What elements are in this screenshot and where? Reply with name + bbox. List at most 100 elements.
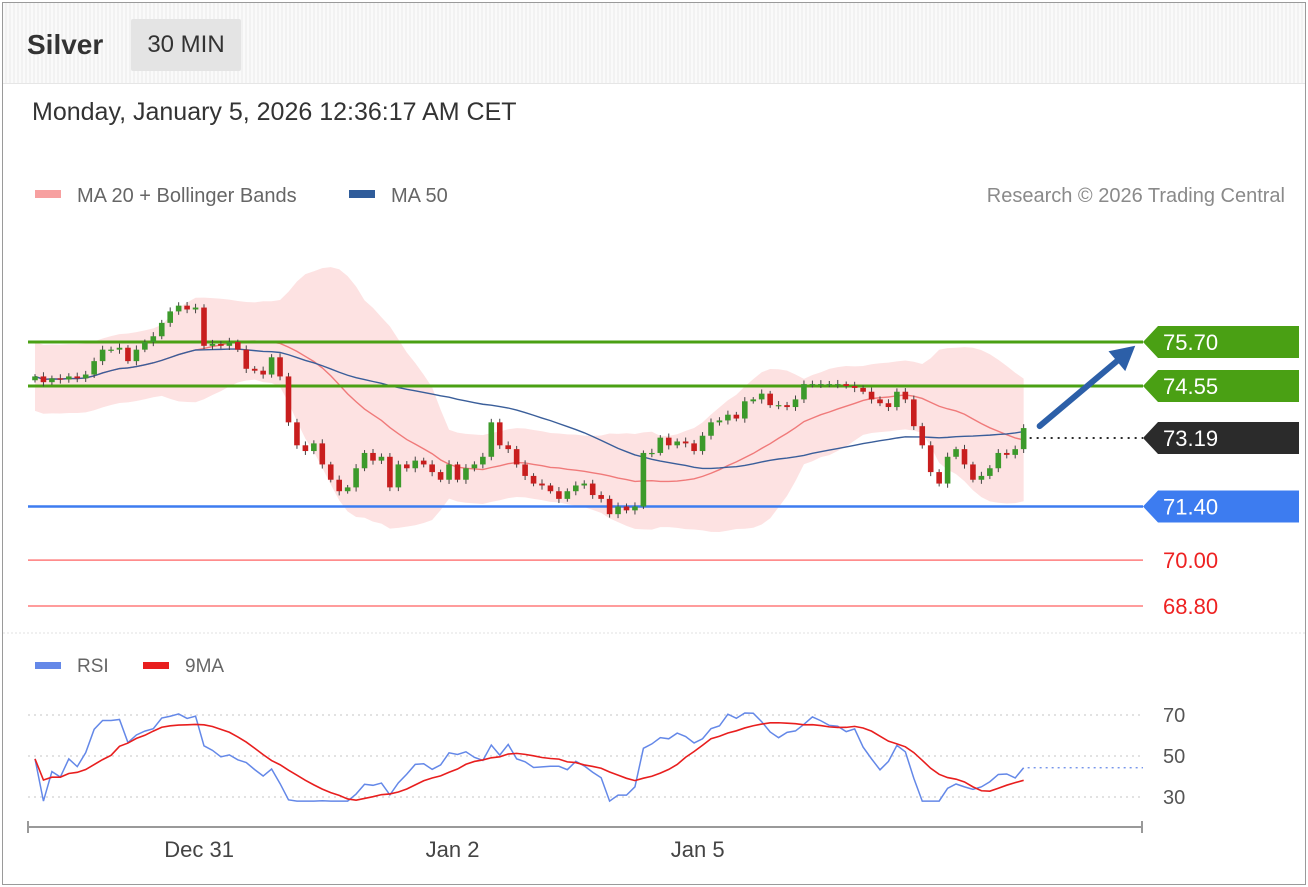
candle (573, 481, 579, 496)
candle-body (615, 506, 621, 515)
candle-body (1012, 449, 1018, 455)
candle (513, 445, 520, 468)
candle-body (589, 483, 596, 496)
candle (268, 354, 275, 378)
rsi-panel: 70 50 30 (28, 705, 1185, 809)
candle (125, 345, 131, 364)
candle (454, 461, 461, 483)
candle (116, 343, 123, 354)
candle-body (488, 422, 495, 457)
candle (480, 452, 486, 469)
candle (919, 422, 926, 449)
candle (530, 473, 537, 487)
candle-body (277, 357, 283, 377)
bollinger-band-area (35, 267, 1024, 533)
candle (708, 418, 714, 440)
candle-body (995, 452, 1002, 469)
candle-body (733, 414, 740, 419)
candle (387, 453, 393, 492)
candle (742, 397, 748, 423)
candle-body (784, 405, 790, 408)
candle-body (682, 441, 689, 444)
candle-body (919, 426, 926, 446)
candle (716, 417, 723, 426)
candle (361, 450, 368, 472)
candle-body (142, 342, 148, 350)
legend-rsi-ma-label: 9MA (185, 656, 224, 677)
candle (615, 502, 621, 519)
candle (209, 339, 216, 350)
candle-body (581, 483, 588, 486)
candle-body (192, 307, 199, 310)
candle-body (463, 468, 469, 480)
candle-body (851, 386, 858, 388)
candle (505, 441, 511, 453)
candle-body (927, 445, 934, 473)
candle-body (361, 452, 368, 469)
candle (674, 438, 680, 449)
candle-body (902, 391, 909, 400)
candle-body (911, 399, 917, 427)
legend: MA 20 + Bollinger Bands MA 50 Research ©… (35, 185, 1285, 677)
candle (235, 339, 241, 353)
candle-body (226, 342, 233, 346)
candle (471, 461, 478, 472)
candle-body (116, 347, 123, 350)
candle-body (868, 391, 875, 400)
candle-body (404, 464, 410, 469)
candle-body (936, 472, 942, 484)
moving-averages (34, 340, 1024, 483)
candle (142, 339, 148, 353)
candle (40, 372, 47, 387)
candle-body (834, 384, 841, 386)
candle (353, 464, 359, 492)
candle (801, 380, 807, 404)
candle (108, 346, 114, 353)
candle-body (311, 443, 317, 452)
candle-body (894, 391, 900, 408)
candle-body (944, 456, 951, 484)
candle (885, 399, 892, 412)
candle-body (260, 370, 266, 375)
candle (167, 307, 173, 327)
candle-body (953, 449, 959, 457)
candle-body (877, 399, 883, 404)
candle (66, 373, 72, 383)
candle (49, 375, 55, 385)
candle (429, 460, 435, 477)
candle (496, 418, 503, 449)
candle (344, 484, 351, 494)
candle (412, 456, 419, 473)
candle (201, 304, 207, 350)
level-label-71.40: 71.40 (1163, 495, 1218, 520)
candle (226, 337, 233, 351)
candle-body (505, 445, 511, 450)
candle-body (758, 393, 765, 400)
candle (378, 453, 385, 464)
candle (818, 380, 824, 389)
level-tag-73.19 (1143, 422, 1299, 455)
candle (1003, 449, 1010, 459)
candle-body (235, 342, 241, 350)
candle (327, 461, 334, 483)
candle (91, 357, 97, 378)
rsi-tick-label: 30 (1163, 787, 1185, 809)
time-axis: Dec 31 Jan 2 Jan 5 (27, 821, 1143, 862)
candle-body (539, 483, 545, 486)
candle-body (175, 305, 182, 312)
interval-button[interactable]: 30 MIN (131, 19, 241, 71)
candle-body (209, 343, 216, 346)
candle (843, 381, 849, 389)
candle (336, 475, 342, 496)
candle-body (826, 384, 833, 386)
rsi-tick-label: 50 (1163, 746, 1185, 768)
candle-body (378, 456, 385, 461)
candle (606, 495, 613, 518)
level-label-73.19: 73.19 (1163, 426, 1218, 451)
candle-body (82, 374, 89, 379)
candle-body (767, 393, 773, 406)
candle-body (251, 368, 258, 371)
candle-body (319, 443, 326, 465)
candle (860, 385, 866, 395)
